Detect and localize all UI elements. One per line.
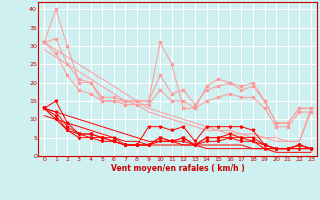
X-axis label: Vent moyen/en rafales ( km/h ): Vent moyen/en rafales ( km/h ): [111, 164, 244, 173]
